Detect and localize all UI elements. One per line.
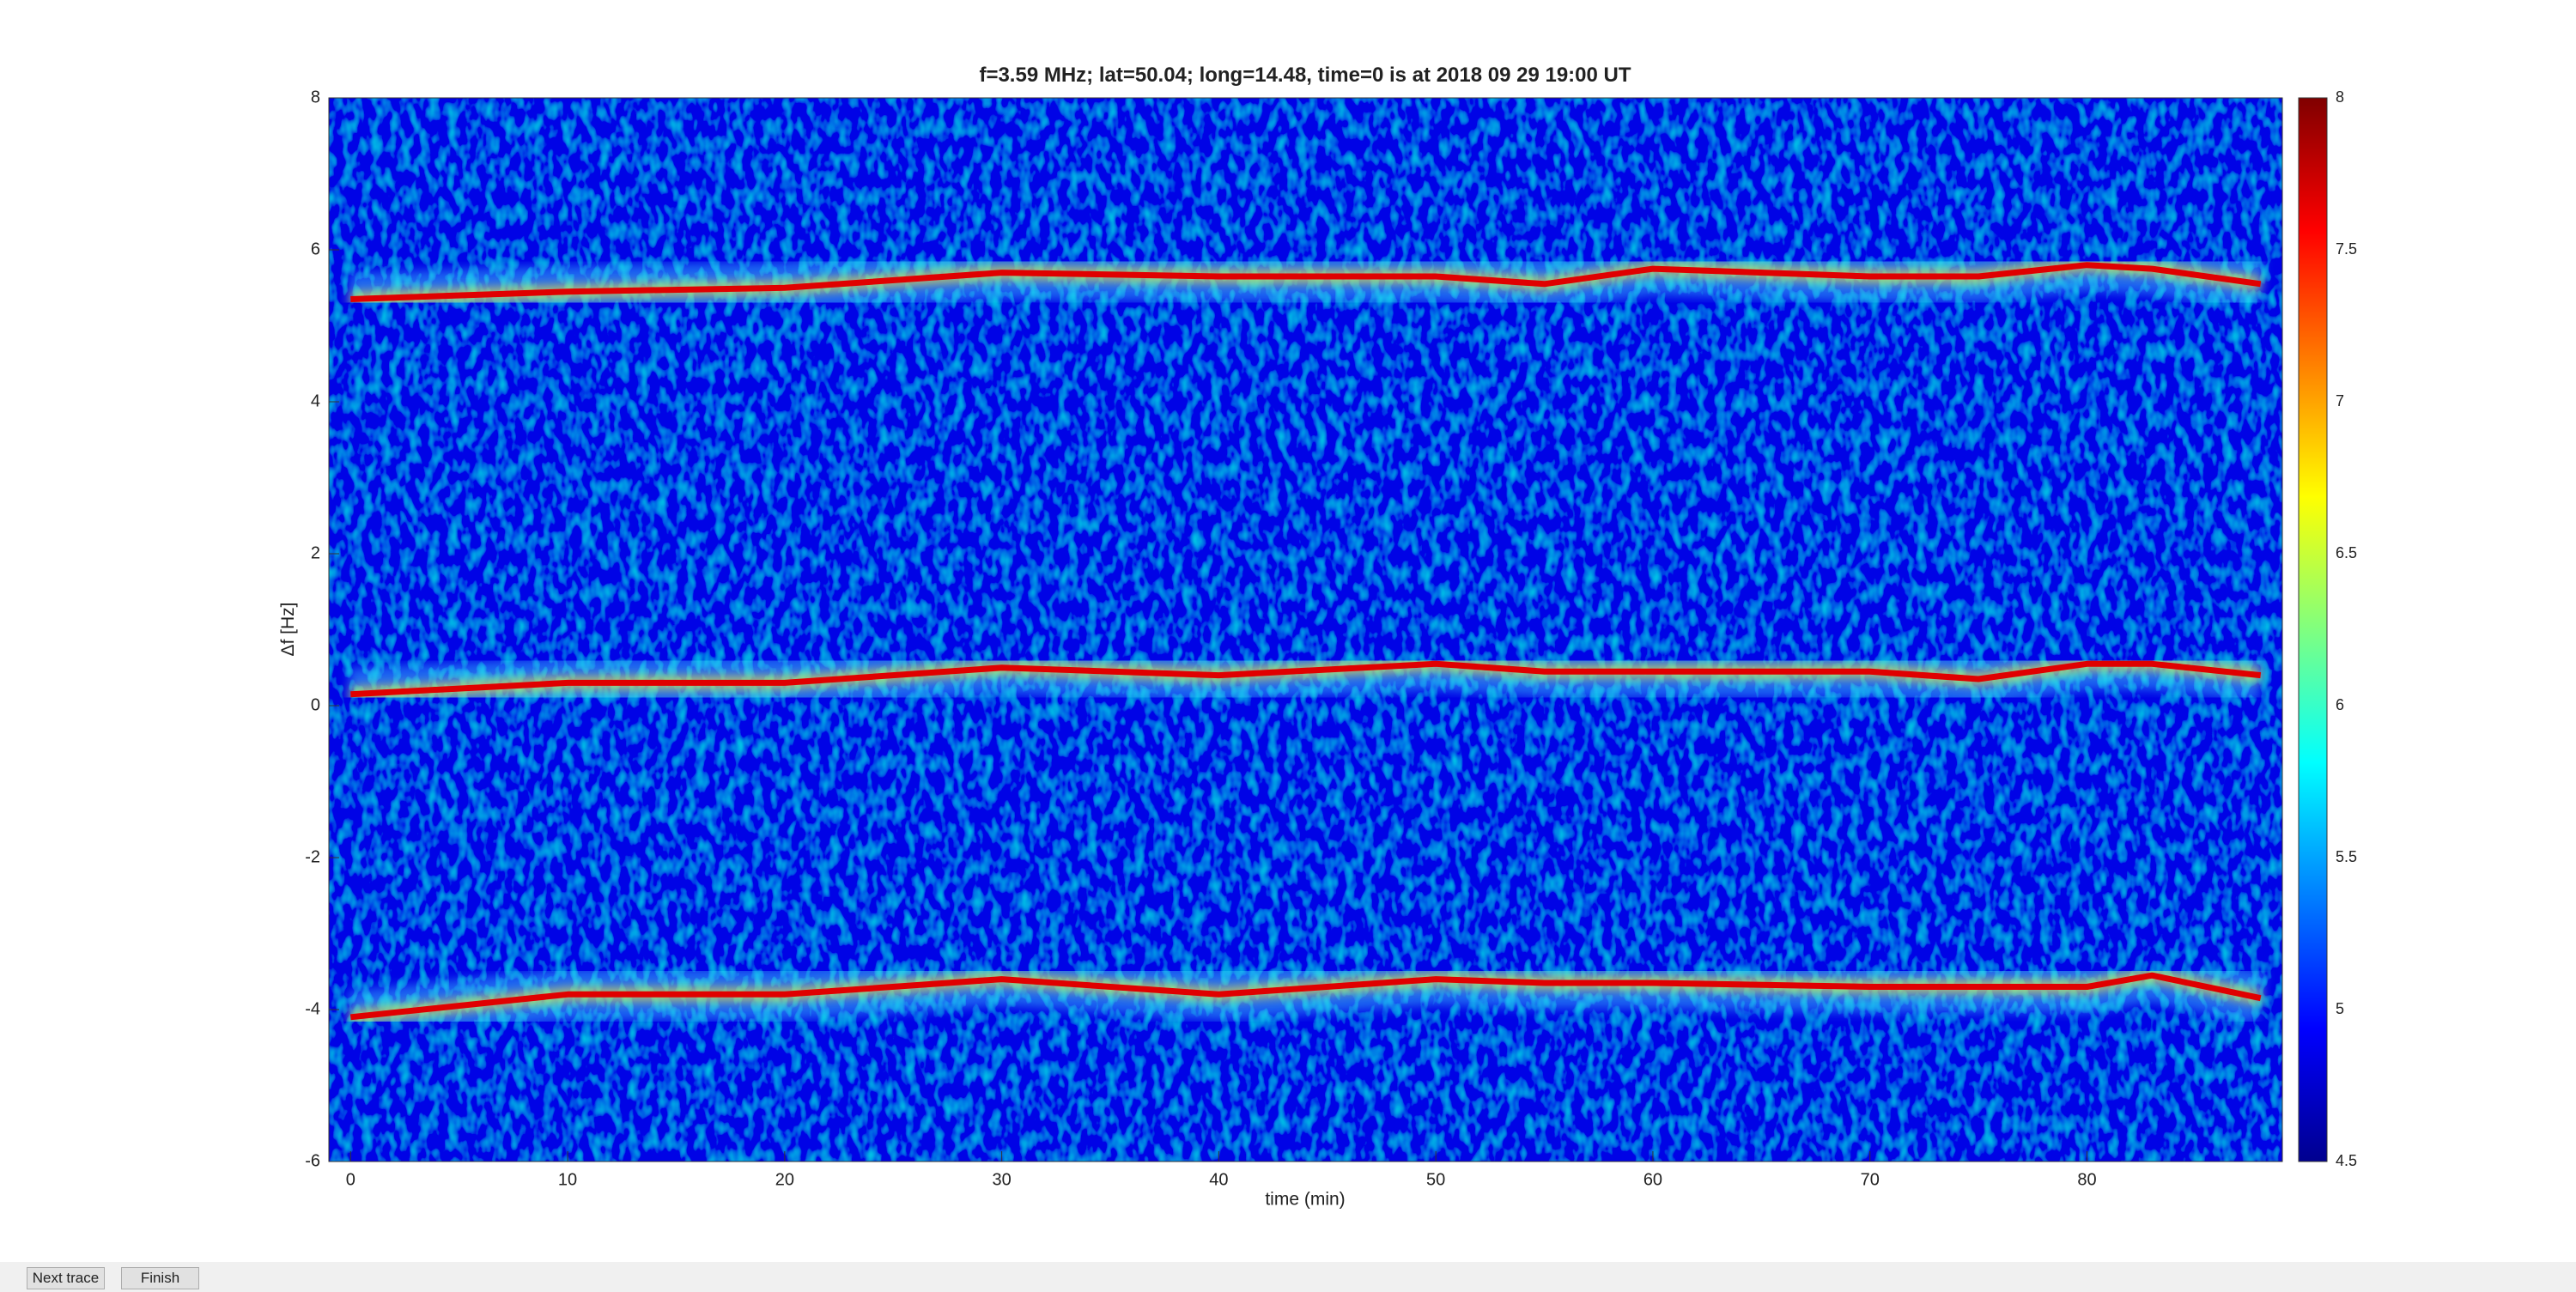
y-tick-label: -6 xyxy=(305,1151,320,1170)
x-tick-label: 60 xyxy=(1643,1170,1662,1189)
traces xyxy=(348,239,2266,1043)
trace xyxy=(349,972,2262,1021)
colorbar-tick-label: 8 xyxy=(2336,88,2344,106)
colorbar-tick-label: 4.5 xyxy=(2336,1152,2357,1169)
x-tick-label: 50 xyxy=(1426,1170,1445,1189)
x-tick-label: 10 xyxy=(558,1170,577,1189)
y-axis-label: Δf [Hz] xyxy=(278,602,298,656)
colorbar-tick-label: 6.5 xyxy=(2336,544,2357,561)
x-tick-label: 30 xyxy=(992,1170,1011,1189)
y-tick-label: -4 xyxy=(305,999,320,1018)
x-tick-label: 0 xyxy=(346,1170,355,1189)
x-axis-label: time (min) xyxy=(1265,1190,1345,1210)
axes: 0 10 20 30 40 50 60 70 80 -6 -4 -2 0 2 4 6 8 4.5 5 5.5 6 6.5 7… xyxy=(305,88,2357,1189)
figure: f=3.59 MHz; lat=50.04; long=14.48, time=… xyxy=(0,0,2576,1262)
colorbar-tick-label: 5.5 xyxy=(2336,848,2357,865)
y-tick-label: -2 xyxy=(305,847,320,866)
x-tick-label: 20 xyxy=(775,1170,794,1189)
spectrogram xyxy=(329,98,2282,1162)
y-tick-label: 6 xyxy=(311,240,320,258)
colorbar-tick-label: 7 xyxy=(2336,392,2344,409)
x-tick-label: 70 xyxy=(1861,1170,1880,1189)
x-tick-label: 80 xyxy=(2077,1170,2096,1189)
colorbar-tick-label: 5 xyxy=(2336,1000,2344,1017)
x-tick-label: 40 xyxy=(1209,1170,1228,1189)
finish-button[interactable]: Finish xyxy=(121,1267,199,1289)
y-tick-label: 0 xyxy=(311,695,320,714)
chart-title: f=3.59 MHz; lat=50.04; long=14.48, time=… xyxy=(979,64,1631,87)
colorbar-tick-label: 6 xyxy=(2336,696,2344,713)
plot-frame xyxy=(328,97,2283,1162)
colorbar xyxy=(2298,97,2328,1162)
trace xyxy=(350,660,2262,698)
trace xyxy=(350,262,2262,302)
y-tick-label: 8 xyxy=(311,88,320,106)
colorbar-tick-label: 7.5 xyxy=(2336,240,2357,258)
y-tick-label: 2 xyxy=(311,543,320,562)
next-trace-button[interactable]: Next trace xyxy=(27,1267,105,1289)
y-tick-label: 4 xyxy=(311,391,320,410)
